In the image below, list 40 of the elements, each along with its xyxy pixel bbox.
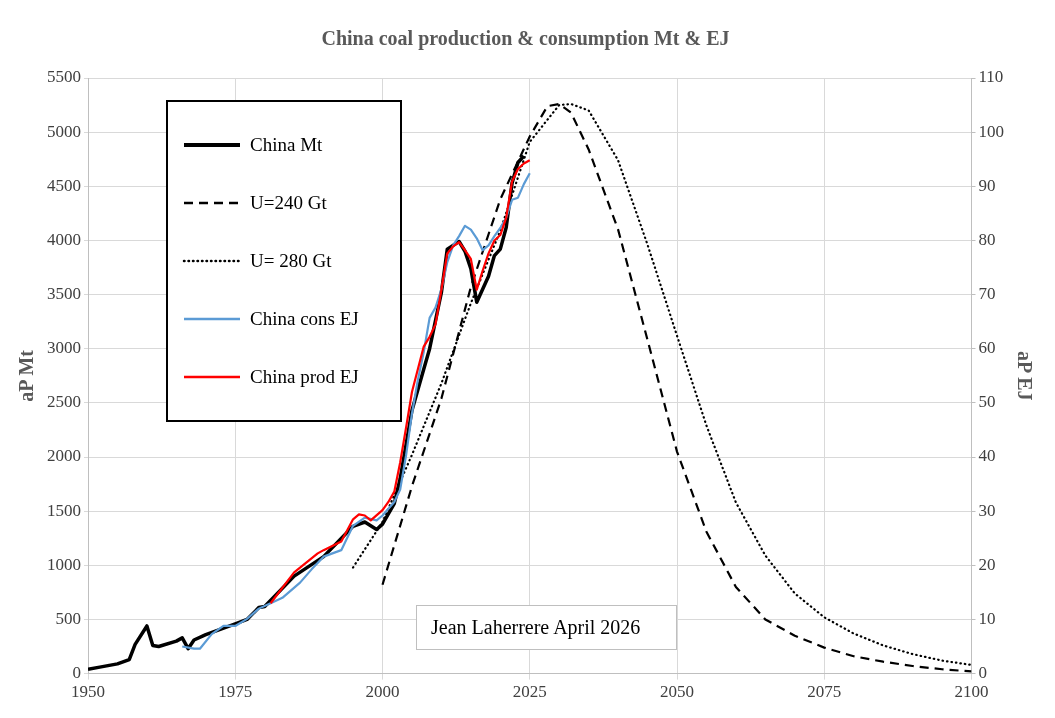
y2-tick-label: 50 [978, 392, 996, 412]
y2-tick-label: 60 [978, 338, 996, 358]
x-tick-label: 2100 [954, 682, 989, 702]
y-tick-label: 4500 [47, 175, 81, 195]
y2-tick-label: 30 [978, 500, 996, 520]
chart-title: China coal production & consumption Mt & EJ [321, 27, 730, 51]
y-tick-label: 2500 [47, 392, 81, 412]
annotation: Jean Laherrere April 2026 [416, 605, 678, 650]
y-axis-title: aP Mt [15, 349, 38, 402]
y2-tick-label: 90 [978, 175, 996, 195]
x-tick-label: 2025 [512, 682, 547, 702]
y-tick-label: 1000 [47, 554, 81, 574]
y2-tick-label: 40 [978, 446, 996, 466]
legend-label: China cons EJ [250, 308, 359, 330]
y2-tick-label: 10 [978, 608, 996, 628]
x-tick-label: 2075 [807, 682, 842, 702]
y2-tick-label: 100 [978, 121, 1004, 141]
y-tick-label: 4000 [47, 229, 81, 249]
y2-axis-title: aP EJ [1013, 351, 1036, 401]
y-tick-label: 1500 [47, 500, 81, 520]
y2-tick-label: 80 [978, 229, 996, 249]
y-tick-label: 5000 [47, 121, 81, 141]
legend-label: U= 280 Gt [250, 250, 332, 272]
x-tick-label: 1975 [218, 682, 253, 702]
y-tick-label: 5500 [47, 67, 81, 87]
y-tick-label: 3500 [47, 284, 81, 304]
y-tick-label: 2000 [47, 446, 81, 466]
legend-label: China Mt [250, 134, 323, 156]
y-tick-label: 0 [72, 663, 81, 683]
y2-tick-label: 20 [978, 554, 996, 574]
x-tick-label: 2000 [365, 682, 400, 702]
y-tick-label: 500 [55, 608, 81, 628]
y-tick-label: 3000 [47, 338, 81, 358]
x-tick-label: 1950 [71, 682, 105, 702]
y2-tick-label: 70 [978, 284, 996, 304]
legend-label: China prod EJ [250, 366, 359, 388]
legend-label: U=240 Gt [250, 192, 327, 214]
x-tick-label: 2050 [660, 682, 694, 702]
y2-tick-label: 110 [978, 67, 1004, 87]
y2-tick-label: 0 [978, 663, 987, 683]
